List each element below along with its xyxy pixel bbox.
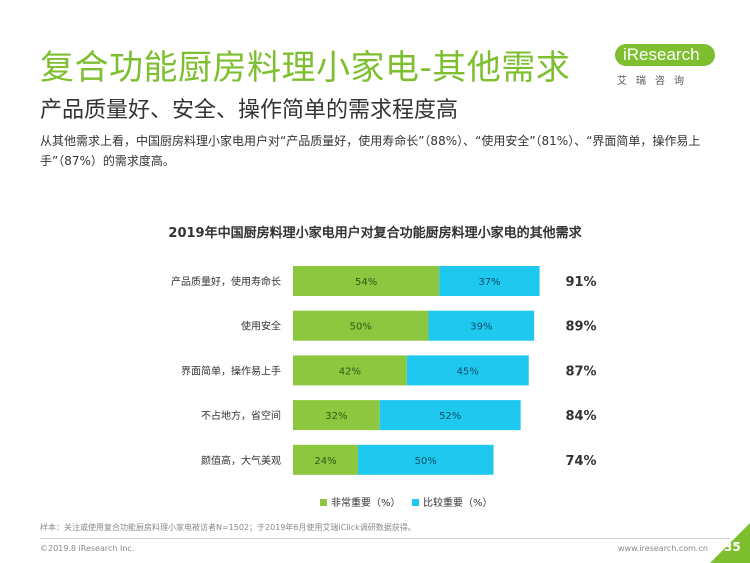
bar-segment [379,400,521,431]
bar-segment [293,355,407,386]
logo-subtitle: 艾瑞咨询 [617,76,693,87]
category-label: 界面简单，操作易上手 [181,364,281,377]
category-labels: 产品质量好，使用寿命长使用安全界面简单，操作易上手不占地方，省空间颜值高，大气美… [171,275,281,467]
total-labels: 91% 89% 87% 84% 74% [565,275,596,469]
sample-footnote: 样本：关注或使用复合功能厨房料理小家电被访者N=1502；于2019年6月使用艾… [40,523,416,532]
bar-segment [406,355,529,386]
legend-swatch [412,499,419,506]
bar-segment [358,444,494,475]
total-label: 89% [565,320,596,335]
category-label: 产品质量好，使用寿命长 [171,275,281,288]
total-label: 87% [565,364,596,379]
bar-segment [293,266,440,296]
corner-decoration [710,523,750,563]
value-label: 54% [355,277,377,288]
page-subtitle: 产品质量好、安全、操作简单的需求程度高 [40,98,459,123]
category-label: 使用安全 [241,320,281,333]
description-text: 从其他需求上看，中国厨房料理小家电用户对“产品质量好，使用寿命长”（88%）、“… [40,134,701,168]
total-label: 84% [565,409,596,424]
footer-divider [40,538,730,539]
category-label: 颜值高，大气美观 [201,454,281,467]
bar-segment [293,444,359,475]
total-label: 91% [565,275,596,290]
legend-label: 比较重要（%） [423,496,493,509]
value-label: 50% [415,456,437,467]
value-label: 45% [457,366,479,377]
website-url: www.iresearch.com.cn [618,544,708,553]
value-label: 52% [439,411,461,422]
value-label: 37% [478,277,500,288]
chart-legend: 非常重要（%） 比较重要（%） [320,496,493,509]
value-label: 24% [314,456,336,467]
value-label: 50% [350,322,372,333]
category-label: 不占地方，省空间 [201,409,281,422]
legend-label: 非常重要（%） [331,496,401,509]
bar-segment [428,310,535,341]
page-number: 35 [724,540,741,554]
chart-title: 2019年中国厨房料理小家电用户对复合功能厨房料理小家电的其他需求 [168,226,582,241]
value-label: 42% [339,366,361,377]
bar-segment [293,310,429,341]
bar-segments [293,266,540,475]
total-label: 74% [565,454,596,469]
logo-mark: iResearch [615,44,715,66]
value-label: 39% [470,322,492,333]
page-title: 复合功能厨房料理小家电-其他需求 [40,48,571,88]
iresearch-logo: iResearch 艾瑞咨询 [615,44,715,87]
value-labels: 54% 37% 50% 39% 42% 45% 32% 52% 24% 50% [314,277,500,467]
value-label: 32% [325,411,347,422]
legend-swatch [320,499,327,506]
copyright-text: ©2019.8 iResearch Inc. [40,544,135,553]
bar-segment [439,266,540,296]
bar-segment [293,400,380,431]
